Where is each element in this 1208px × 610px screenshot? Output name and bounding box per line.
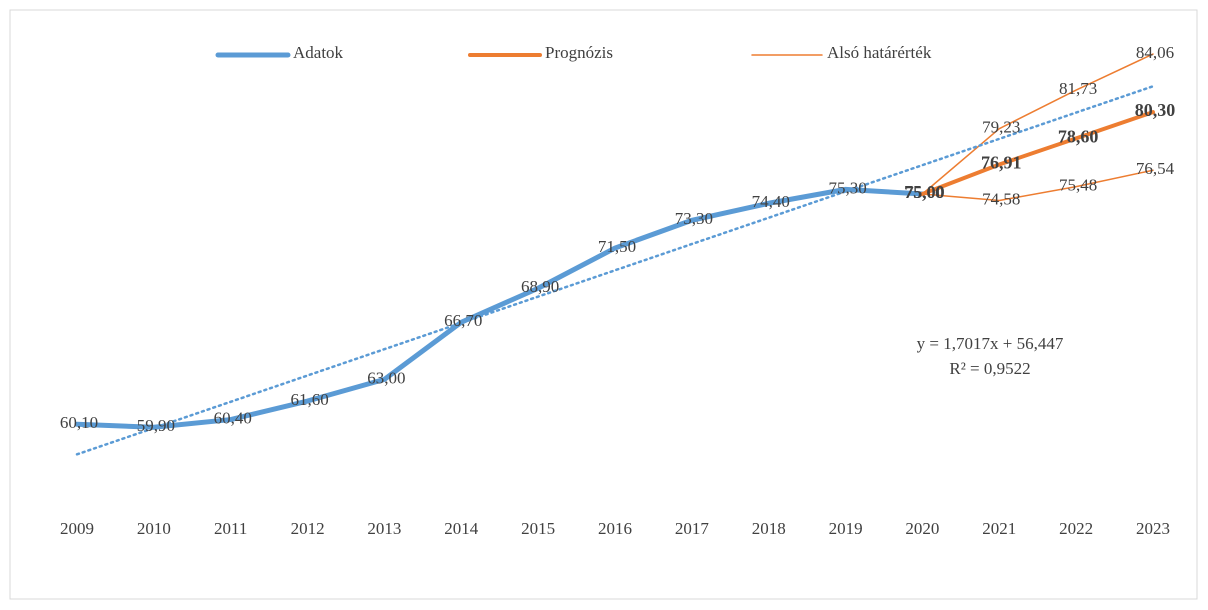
- trend-r-squared: R² = 0,9522: [949, 359, 1030, 378]
- data-label: 68,90: [521, 277, 559, 296]
- data-label: 78,60: [1058, 127, 1099, 147]
- x-tick-label: 2017: [675, 519, 710, 538]
- x-tick-label: 2011: [214, 519, 247, 538]
- chart-frame: [9, 9, 1198, 600]
- legend-label: Prognózis: [545, 43, 613, 62]
- data-label: 81,73: [1059, 79, 1097, 98]
- data-label: 75,48: [1059, 175, 1097, 194]
- series-line: [920, 110, 1155, 196]
- x-tick-label: 2019: [829, 519, 863, 538]
- x-tick-label: 2014: [444, 519, 479, 538]
- x-tick-label: 2013: [367, 519, 401, 538]
- x-tick-label: 2022: [1059, 519, 1093, 538]
- x-tick-label: 2012: [291, 519, 325, 538]
- x-tick-label: 2023: [1136, 519, 1170, 538]
- x-tick-label: 2020: [905, 519, 939, 538]
- data-label: 74,58: [982, 189, 1020, 208]
- data-label: 71,50: [598, 237, 636, 256]
- legend-label: Alsó határérték: [827, 43, 932, 62]
- data-label: 76,91: [981, 153, 1022, 173]
- data-label: 74,40: [752, 192, 790, 211]
- legend-label: Adatok: [293, 43, 344, 62]
- trendline: [75, 85, 1155, 456]
- data-label: 61,60: [290, 390, 328, 409]
- data-label: 59,90: [137, 416, 175, 435]
- data-label: 60,10: [60, 413, 98, 432]
- x-tick-label: 2018: [752, 519, 786, 538]
- data-label: 80,30: [1135, 100, 1176, 120]
- data-label: 79,23: [982, 118, 1020, 137]
- x-tick-label: 2015: [521, 519, 555, 538]
- data-label: 73,30: [675, 209, 713, 228]
- data-label: 75,30: [828, 178, 866, 197]
- data-label: 63,00: [367, 368, 405, 387]
- data-label: 75,00: [904, 182, 945, 202]
- x-tick-label: 2010: [137, 519, 171, 538]
- series-line: [74, 186, 925, 430]
- data-label: 84,06: [1136, 43, 1174, 62]
- series-line: [921, 53, 1154, 195]
- trend-equation: y = 1,7017x + 56,447: [917, 334, 1064, 353]
- data-label: 76,54: [1136, 159, 1175, 178]
- series-line: [921, 169, 1154, 202]
- data-label: 66,70: [444, 311, 482, 330]
- data-label: 75,00: [905, 183, 943, 202]
- x-tick-label: 2016: [598, 519, 632, 538]
- x-tick-label: 2009: [60, 519, 94, 538]
- data-label: 60,40: [214, 408, 252, 427]
- x-tick-label: 2021: [982, 519, 1016, 538]
